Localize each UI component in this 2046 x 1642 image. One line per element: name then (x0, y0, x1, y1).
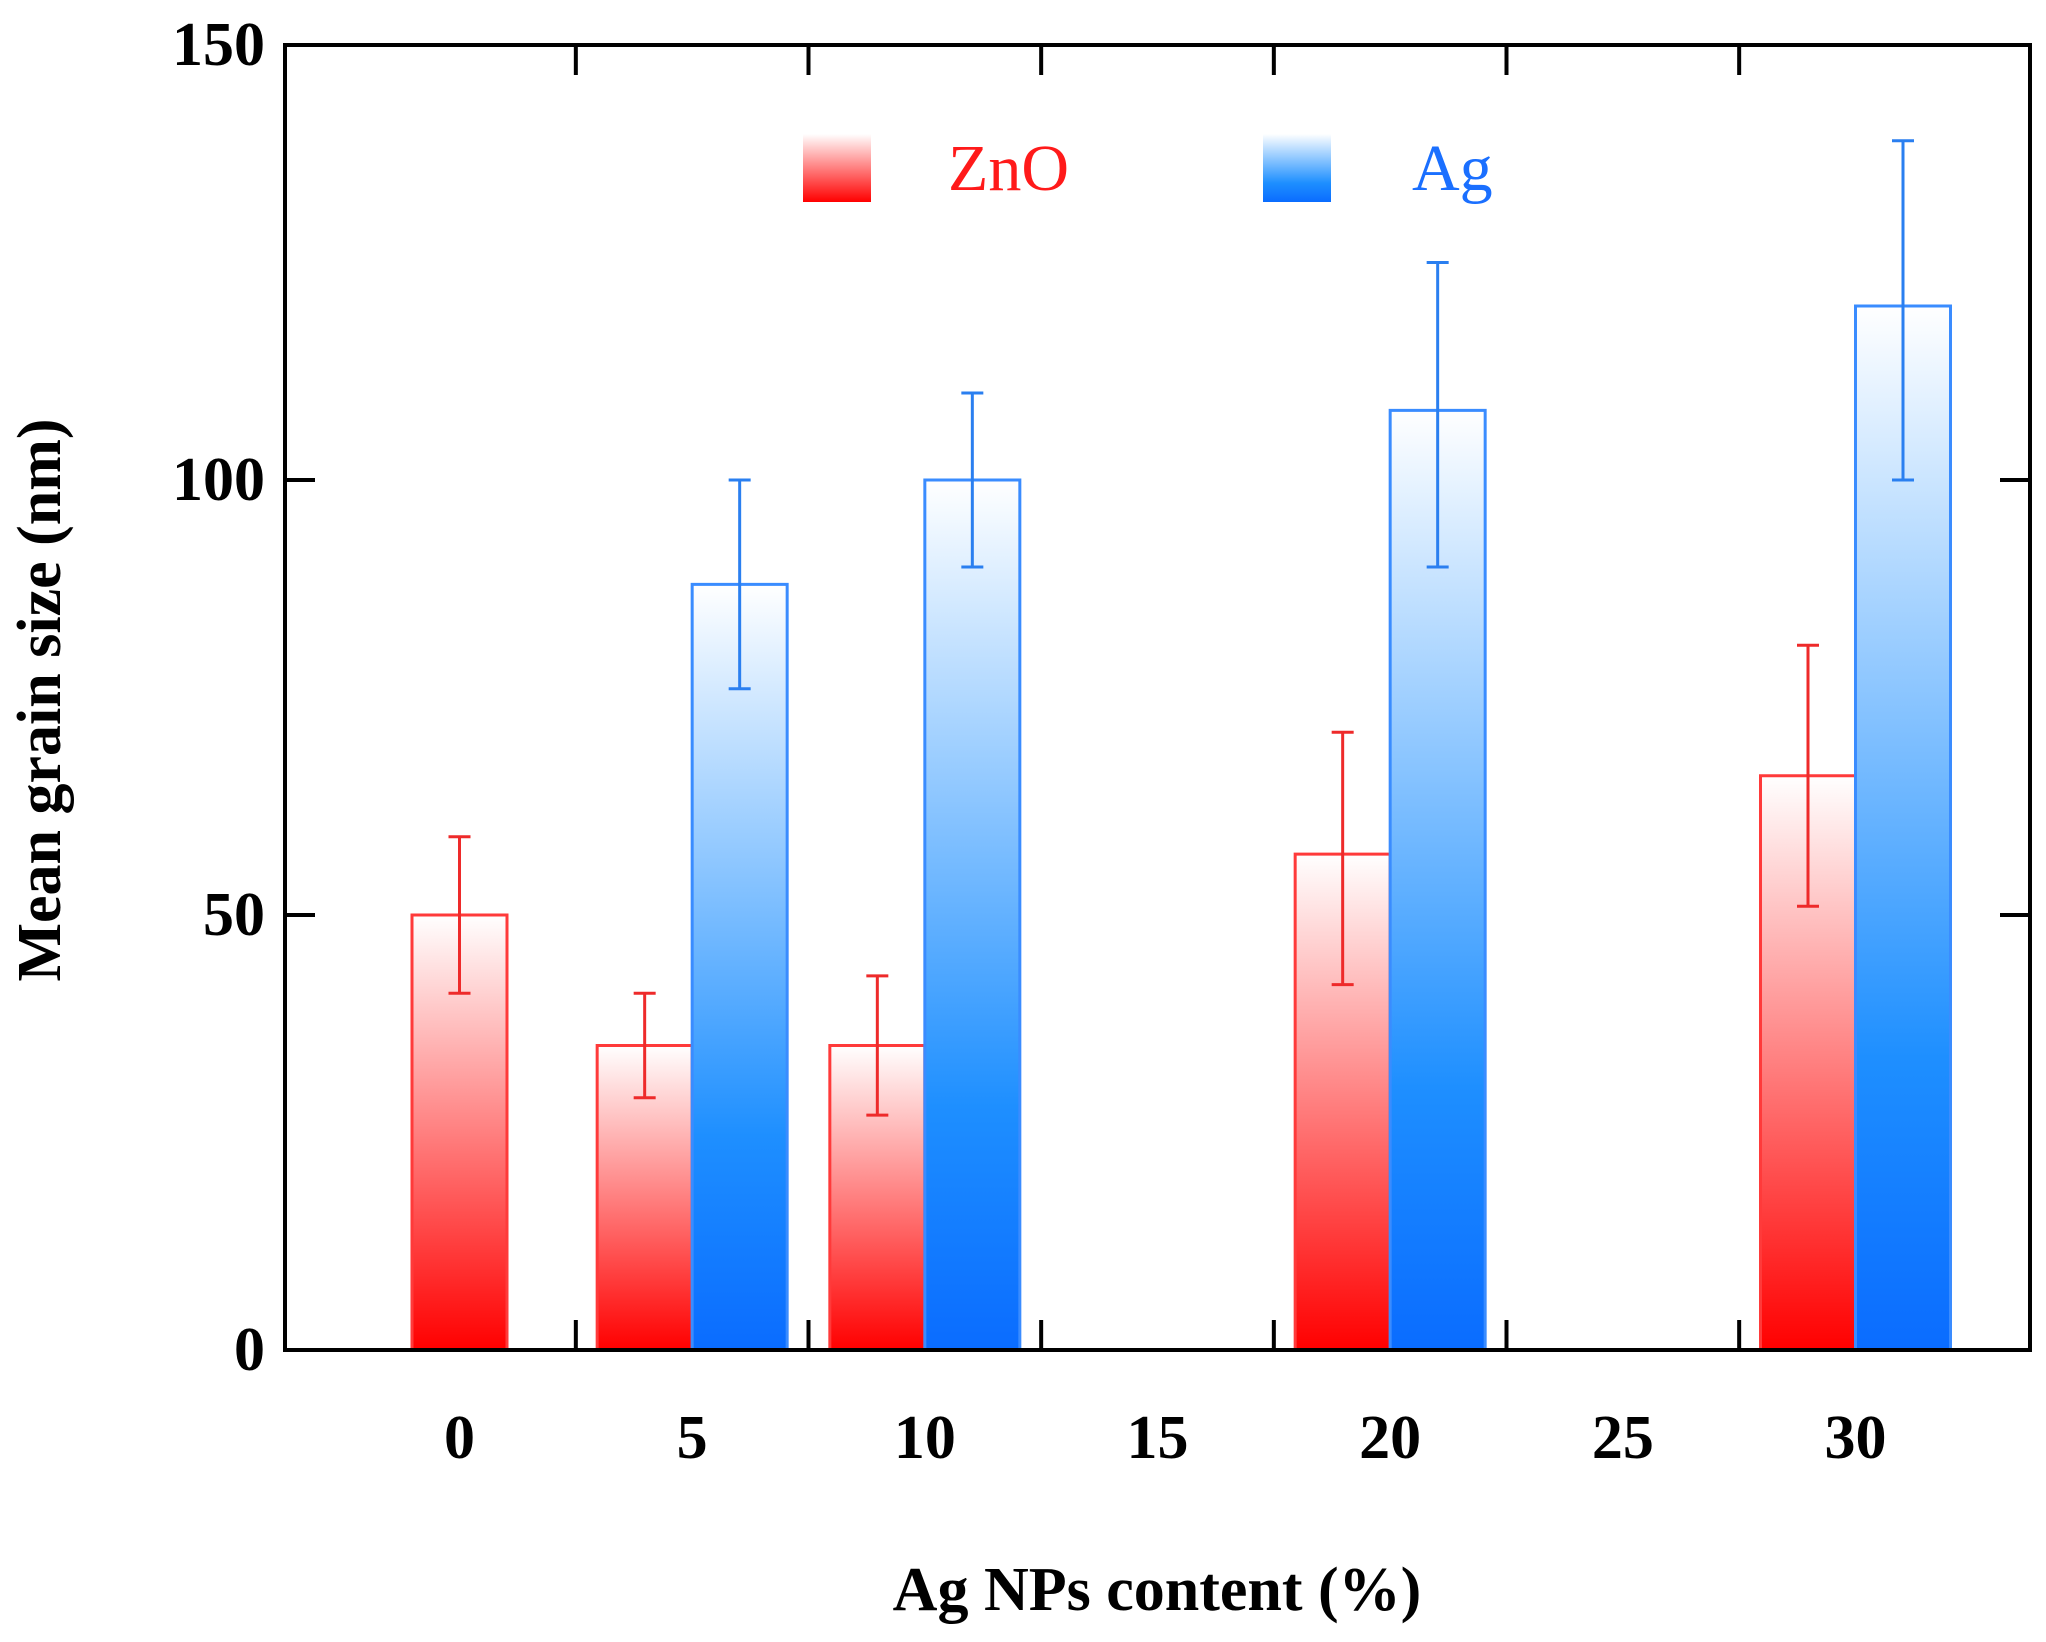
legend-label-zno: ZnO (948, 132, 1069, 205)
error-bar-zno-10 (866, 974, 889, 1117)
plot-area: 0 50 100 150 0 5 10 15 20 25 30 (172, 11, 2032, 1472)
legend-swatch-zno (803, 134, 871, 202)
bar-ag-5 (692, 584, 788, 1350)
error-bar-ag-5 (728, 478, 751, 691)
y-tick-label-150: 150 (172, 11, 265, 79)
error-bar-zno-0 (448, 835, 471, 995)
x-tick-label-10: 10 (894, 1404, 956, 1472)
error-bar-zno-20 (1331, 730, 1354, 987)
error-bar-ag-30 (1892, 139, 1914, 482)
x-tick-label-20: 20 (1359, 1404, 1421, 1472)
legend-label-ag: Ag (1412, 132, 1493, 205)
x-axis-title: Ag NPs content (%) (893, 1556, 1422, 1624)
error-bar-zno-5 (633, 991, 656, 1100)
error-bar-zno-30 (1797, 643, 1819, 908)
y-tick-label-100: 100 (172, 446, 265, 514)
x-tick-label-15: 15 (1127, 1404, 1189, 1472)
legend-swatch-ag (1263, 134, 1331, 202)
y-tick-label-50: 50 (203, 881, 265, 949)
y-axis-title: Mean grain size (nm) (6, 418, 74, 981)
x-tick-label-0: 0 (444, 1404, 475, 1472)
legend: ZnO Ag (803, 132, 1493, 205)
error-bar-ag-20 (1426, 261, 1449, 569)
plot-frame (283, 43, 2032, 1352)
y-tick-label-0: 0 (234, 1316, 265, 1384)
bar-ag-10 (924, 480, 1020, 1350)
x-tick-label-25: 25 (1592, 1404, 1654, 1472)
x-tick-label-30: 30 (1825, 1404, 1887, 1472)
x-tick-label-5: 5 (677, 1404, 708, 1472)
error-bar-ag-10 (961, 391, 984, 569)
